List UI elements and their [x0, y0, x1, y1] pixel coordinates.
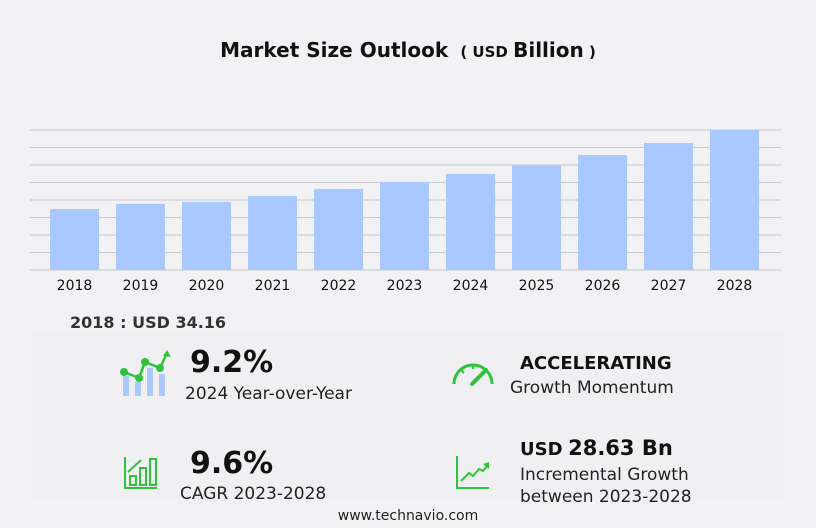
yoy-value: 9.2%	[190, 345, 274, 380]
incremental-label-1: Incremental Growth	[520, 465, 689, 485]
cagr-label: CAGR 2023-2028	[180, 484, 327, 504]
bar-2018	[50, 209, 99, 270]
incremental-label-2: between 2023-2028	[520, 487, 692, 507]
momentum-label: Growth Momentum	[510, 378, 674, 398]
x-tick-label: 2027	[651, 278, 687, 294]
unit-label: Billion	[513, 38, 584, 62]
x-tick-label: 2026	[585, 278, 621, 294]
incremental-amount: 28.63 Bn	[568, 436, 673, 460]
bar-2028	[710, 130, 759, 270]
momentum-value: ACCELERATING	[520, 353, 672, 374]
bar-growth-icon	[124, 457, 157, 489]
bar-2026	[578, 155, 627, 270]
trend-up-icon	[456, 456, 489, 489]
incremental-prefix: USD	[520, 439, 563, 460]
bar-2024	[446, 173, 495, 270]
base-year-value: 2018 : USD 34.16	[70, 313, 227, 332]
footer-url[interactable]: www.technavio.com	[337, 508, 479, 524]
bar-2025	[512, 165, 561, 270]
yoy-label: 2024 Year-over-Year	[185, 384, 352, 404]
bar-2020	[182, 201, 231, 270]
x-tick-label: 2020	[189, 278, 225, 294]
bar-2021	[248, 196, 297, 270]
x-tick-label: 2028	[717, 278, 753, 294]
bar-2019	[116, 203, 165, 270]
kpi-panel	[32, 333, 784, 498]
unit-prefix: USD	[472, 43, 508, 61]
x-tick-label: 2019	[123, 278, 159, 294]
speedometer-icon	[452, 363, 494, 386]
title-unit: ( USD Billion )	[455, 38, 596, 62]
x-tick-label: 2023	[387, 278, 423, 294]
growth-chart-icon	[120, 350, 171, 396]
chart-title: Market Size Outlook ( USD Billion )	[0, 38, 816, 62]
incremental-value: USD 28.63 Bn	[520, 436, 673, 460]
x-tick-label: 2024	[453, 278, 489, 294]
bar-2023	[380, 181, 429, 270]
x-tick-label: 2018	[57, 278, 93, 294]
x-tick-label: 2025	[519, 278, 555, 294]
x-tick-label: 2022	[321, 278, 357, 294]
bar-chart: 2018 2019 2020 2021 2022 2023 2024 2025 2026 2027…	[30, 129, 781, 294]
bar-2027	[644, 143, 693, 270]
x-tick-label: 2021	[255, 278, 291, 294]
cagr-value: 9.6%	[190, 446, 274, 481]
bar-2022	[314, 188, 363, 270]
title-text: Market Size Outlook	[220, 38, 449, 62]
